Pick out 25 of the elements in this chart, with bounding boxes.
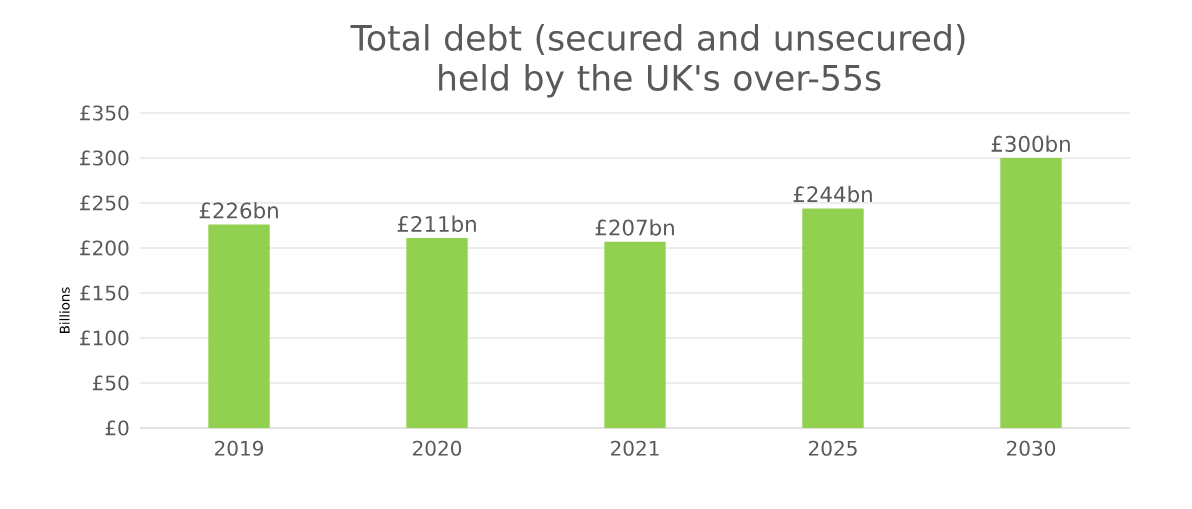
bar — [406, 238, 468, 428]
data-label: £226bn — [199, 202, 278, 219]
data-label: £300bn — [991, 135, 1070, 152]
chart-title: Total debt (secured and unsecured) held by the UK's over-55s — [350, 24, 965, 98]
bar — [802, 208, 864, 428]
y-axis-title: Billions — [59, 287, 70, 333]
y-tick-label: £0 — [105, 420, 129, 436]
bar — [208, 224, 270, 428]
x-tick-label: 2020 — [413, 440, 462, 456]
y-tick-label: £200 — [80, 240, 129, 256]
data-label: £207bn — [595, 219, 674, 236]
data-label: £211bn — [397, 215, 476, 233]
x-tick-label: 2025 — [809, 440, 857, 456]
data-label: £244bn — [793, 185, 872, 203]
y-tick-label: £50 — [92, 375, 129, 391]
bar — [604, 241, 666, 428]
x-tick-label: 2021 — [611, 440, 659, 456]
x-tick-label: 2019 — [215, 440, 264, 456]
y-tick-label: £100 — [80, 330, 129, 346]
y-tick-label: £350 — [80, 105, 129, 121]
x-tick-label: 2030 — [1007, 440, 1056, 456]
bar — [1000, 157, 1062, 428]
y-tick-label: £150 — [80, 285, 129, 301]
y-tick-label: £300 — [80, 150, 129, 166]
y-tick-label: £250 — [80, 195, 129, 211]
